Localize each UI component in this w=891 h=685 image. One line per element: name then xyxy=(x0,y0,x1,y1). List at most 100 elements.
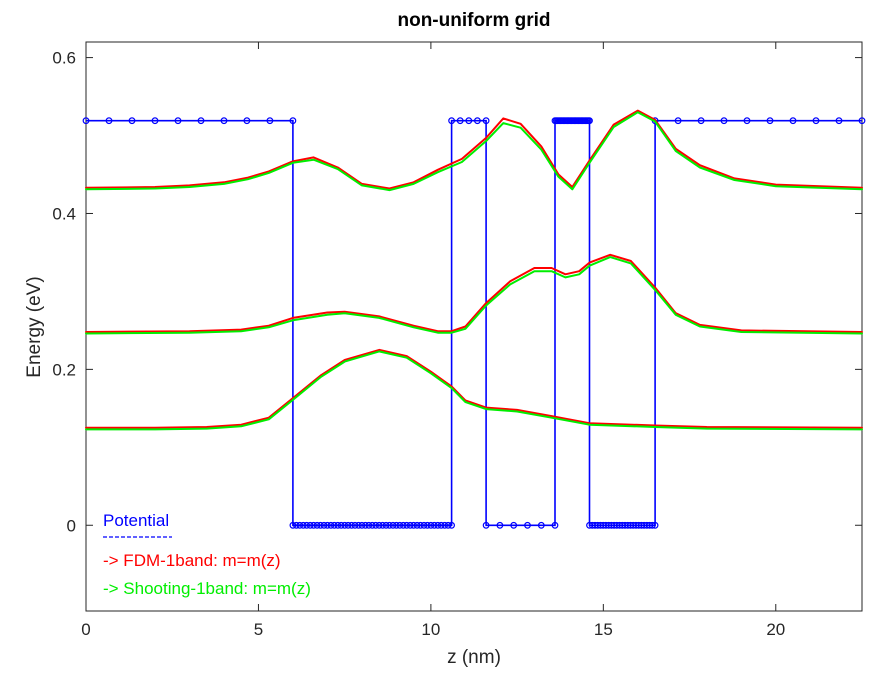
y-tick-label: 0 xyxy=(67,516,76,535)
potential-marker xyxy=(766,117,774,125)
potential-marker xyxy=(474,117,481,125)
potential-marker xyxy=(465,117,473,125)
potential-marker xyxy=(330,521,338,529)
potential-marker xyxy=(303,521,311,529)
potential-marker xyxy=(537,521,545,529)
potential-marker xyxy=(427,521,435,529)
potential-marker xyxy=(289,117,297,125)
x-tick-label: 0 xyxy=(81,620,90,639)
potential-marker xyxy=(434,521,442,529)
potential-marker xyxy=(410,521,418,529)
fdm-level-3-line xyxy=(85,348,863,429)
potential-marker xyxy=(310,521,318,529)
potential-marker xyxy=(858,117,866,125)
potential-marker xyxy=(344,521,352,529)
potential-marker xyxy=(362,521,369,529)
potential-marker xyxy=(420,521,428,529)
shooting-level-2-line xyxy=(85,256,863,335)
potential-marker xyxy=(382,521,390,529)
potential-marker xyxy=(835,117,843,125)
potential-marker xyxy=(320,521,328,529)
potential-marker xyxy=(430,521,438,529)
potential-marker xyxy=(266,117,274,125)
potential-marker xyxy=(128,117,136,125)
potential-marker xyxy=(368,521,376,529)
potential-marker xyxy=(337,521,345,529)
potential-marker xyxy=(399,521,407,529)
x-tick-label: 15 xyxy=(594,620,613,639)
potential-marker xyxy=(444,521,452,529)
fdm-level-2-line xyxy=(85,253,863,333)
potential-layer xyxy=(82,117,866,529)
potential-marker xyxy=(524,521,531,529)
plot-area: 0 5 10 15 20 0 0.2 0.4 0.6 xyxy=(52,41,866,639)
potential-marker xyxy=(789,117,797,125)
potential-marker xyxy=(403,521,411,529)
potential-marker xyxy=(386,521,393,529)
potential-marker xyxy=(697,117,705,125)
potential-marker xyxy=(379,521,387,529)
legend-entry-potential: Potential xyxy=(103,511,169,530)
potential-marker xyxy=(296,521,304,529)
potential-marker xyxy=(289,521,297,529)
potential-marker xyxy=(348,521,356,529)
potential-marker xyxy=(313,521,321,529)
potential-marker xyxy=(243,117,251,125)
potential-marker xyxy=(299,521,307,529)
chart-title: non-uniform grid xyxy=(397,10,550,31)
x-tick-label: 20 xyxy=(766,620,785,639)
potential-marker xyxy=(648,521,656,529)
x-axis-label: z (nm) xyxy=(447,647,501,668)
legend-entry-fdm: -> FDM-1band: m=m(z) xyxy=(103,551,281,570)
potential-marker xyxy=(197,117,205,125)
potential-marker xyxy=(358,521,366,529)
potential-marker xyxy=(317,521,324,529)
potential-marker xyxy=(496,521,504,529)
potential-marker xyxy=(372,521,380,529)
potential-marker xyxy=(293,521,300,529)
legend-entry-shooting: -> Shooting-1band: m=m(z) xyxy=(103,579,311,598)
potential-marker xyxy=(510,521,518,529)
potential-marker xyxy=(334,521,342,529)
potential-marker xyxy=(341,521,349,529)
x-axis-ticks: 0 5 10 15 20 xyxy=(81,42,785,639)
x-tick-label: 5 xyxy=(254,620,263,639)
axes-box xyxy=(85,41,863,612)
potential-marker xyxy=(812,117,820,125)
potential-marker xyxy=(306,521,314,529)
potential-marker xyxy=(720,117,728,125)
potential-marker xyxy=(393,521,400,529)
potential-marker xyxy=(586,117,593,125)
potential-marker xyxy=(651,521,659,529)
legend: Potential -> FDM-1band: m=m(z) -> Shooti… xyxy=(103,511,311,598)
potential-marker xyxy=(456,117,464,125)
potential-marker xyxy=(324,521,331,529)
potential-marker xyxy=(674,117,682,125)
potential-marker xyxy=(437,521,445,529)
potential-marker xyxy=(151,117,159,125)
potential-marker xyxy=(327,521,335,529)
potential-marker xyxy=(389,521,397,529)
shooting-level-3-line xyxy=(85,350,863,431)
potential-marker xyxy=(105,117,113,125)
series-layer xyxy=(85,109,863,431)
y-tick-label: 0.6 xyxy=(52,49,76,68)
potential-marker xyxy=(174,117,182,125)
y-axis-ticks: 0 0.2 0.4 0.6 xyxy=(52,49,862,535)
potential-marker xyxy=(441,521,449,529)
potential-marker xyxy=(82,117,90,125)
potential-marker xyxy=(351,521,359,529)
potential-marker xyxy=(448,521,456,529)
potential-marker xyxy=(448,117,456,125)
y-axis-label: Energy (eV) xyxy=(24,276,45,377)
potential-marker xyxy=(743,117,751,125)
potential-marker xyxy=(482,521,490,529)
potential-marker xyxy=(365,521,373,529)
x-tick-label: 10 xyxy=(421,620,440,639)
potential-marker xyxy=(417,521,424,529)
y-tick-label: 0.4 xyxy=(52,204,76,223)
fdm-level-1-line xyxy=(85,109,863,190)
potential-marker xyxy=(551,521,559,529)
